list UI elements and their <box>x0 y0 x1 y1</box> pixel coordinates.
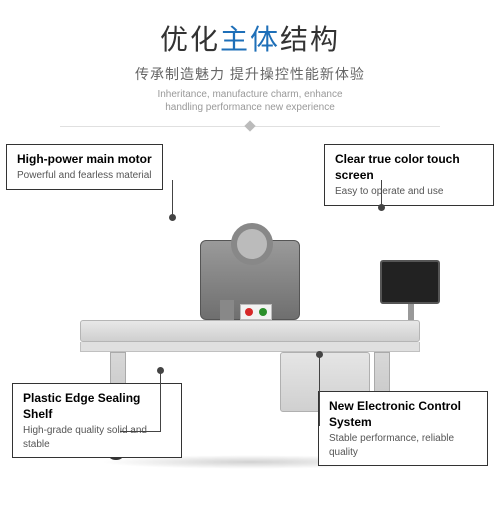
leader-dot <box>378 204 385 211</box>
touch-screen <box>380 260 440 304</box>
title-pre: 优化 <box>160 24 220 55</box>
callout-screen: Clear true color touch screen Easy to op… <box>324 144 494 206</box>
callout-screen-sub: Easy to operate and use <box>335 185 483 199</box>
leader-line <box>319 356 320 426</box>
callout-motor-title: High-power main motor <box>17 151 152 167</box>
leader-line <box>172 180 173 216</box>
divider <box>60 122 440 132</box>
leader-line <box>120 431 160 432</box>
leader-line <box>381 180 382 206</box>
english-subtitle: Inheritance, manufacture charm, enhance … <box>0 88 500 114</box>
callout-screen-title: Clear true color touch screen <box>335 151 483 183</box>
header: 优化主体结构 传承制造魅力 提升操控性能新体验 Inheritance, man… <box>0 0 500 132</box>
product-stage: High-power main motor Powerful and fearl… <box>0 136 500 506</box>
diamond-icon <box>244 120 255 131</box>
callout-control-title: New Electronic Control System <box>329 398 477 430</box>
table-top <box>80 320 420 342</box>
control-buttons <box>240 304 272 320</box>
callout-shelf: Plastic Edge Sealing Shelf High-grade qu… <box>12 383 182 458</box>
callout-control-sub: Stable performance, reliable quality <box>329 432 477 459</box>
title-accent: 主体 <box>220 24 280 55</box>
callout-shelf-sub: High-grade quality solid and stable <box>23 424 171 451</box>
needle-bar <box>220 300 234 322</box>
callout-shelf-title: Plastic Edge Sealing Shelf <box>23 390 171 422</box>
leader-dot <box>169 214 176 221</box>
callout-motor-sub: Powerful and fearless material <box>17 169 152 183</box>
en-line-2: handling performance new experience <box>0 101 500 114</box>
chinese-subtitle: 传承制造魅力 提升操控性能新体验 <box>0 64 500 84</box>
en-line-1: Inheritance, manufacture charm, enhance <box>0 88 500 101</box>
leader-line <box>160 372 161 432</box>
title-post: 结构 <box>280 24 340 55</box>
callout-control: New Electronic Control System Stable per… <box>318 391 488 466</box>
table-front <box>80 342 420 352</box>
leader-dot <box>157 367 164 374</box>
callout-motor: High-power main motor Powerful and fearl… <box>6 144 163 190</box>
chinese-title: 优化主体结构 <box>0 18 500 58</box>
leader-dot <box>316 351 323 358</box>
